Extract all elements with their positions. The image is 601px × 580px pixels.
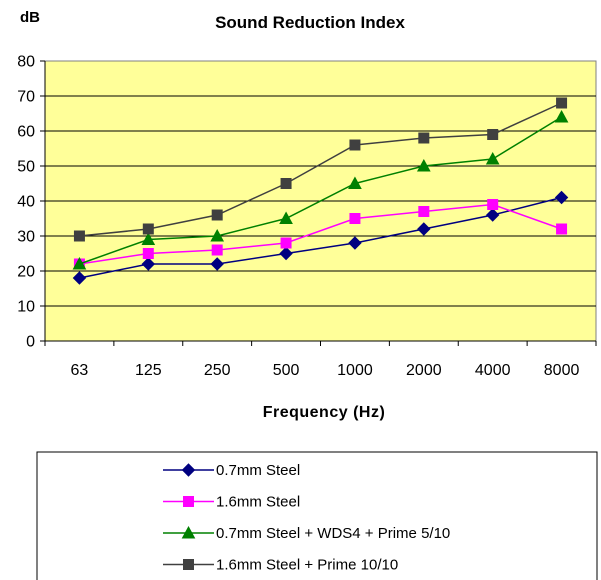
data-point — [418, 206, 430, 217]
data-point — [485, 151, 500, 165]
x-tick-label: 1000 — [337, 362, 373, 379]
y-tick-label: 70 — [17, 89, 35, 106]
legend-entries: 0.7mm Steel 1.6mm Steel 0.7mm Steel + WDS4… — [163, 462, 450, 574]
x-tick-labels: 63 125 250 500 1000 2000 4000 8000 — [71, 362, 580, 379]
data-point — [556, 223, 568, 235]
data-point — [417, 222, 431, 236]
y-tick-label: 50 — [17, 159, 35, 176]
data-point — [279, 211, 293, 224]
data-point — [280, 237, 292, 249]
data-point — [142, 223, 154, 235]
data-point — [485, 208, 500, 222]
legend-label: 0.7mm Steel — [216, 462, 300, 479]
legend-marker — [183, 496, 194, 507]
legend-item: 1.6mm Steel — [163, 494, 300, 511]
data-point — [348, 236, 362, 250]
chart-title: Sound Reduction Index — [215, 13, 405, 32]
y-tick-label: 0 — [26, 334, 35, 351]
legend — [36, 451, 598, 580]
series-4 — [73, 97, 568, 242]
data-point — [487, 129, 499, 140]
data-point — [349, 213, 361, 224]
data-point — [211, 244, 223, 256]
data-point — [280, 178, 292, 189]
data-point — [349, 139, 361, 151]
series-2 — [73, 199, 568, 270]
y-axis-label: dB — [20, 9, 40, 26]
data-point — [418, 132, 430, 144]
legend-item: 0.7mm Steel — [163, 462, 300, 479]
data-point — [210, 257, 224, 271]
series-line — [79, 102, 562, 237]
legend-marker — [181, 463, 196, 477]
y-tick-label: 10 — [17, 299, 35, 316]
series-line — [79, 116, 562, 265]
legend-marker — [181, 525, 196, 539]
y-tick-labels: 0 10 20 30 40 50 60 70 80 — [17, 54, 35, 351]
y-tick-label: 60 — [17, 124, 35, 141]
data-point — [487, 199, 499, 210]
y-tick-label: 30 — [17, 229, 35, 246]
series-1 — [72, 190, 569, 285]
data-point — [72, 271, 87, 285]
data-point — [142, 248, 154, 259]
legend-label: 0.7mm Steel + WDS4 + Prime 5/10 — [216, 525, 450, 542]
data-point — [141, 232, 156, 245]
legend-label: 1.6mm Steel — [216, 494, 300, 511]
x-tick-label: 8000 — [544, 362, 580, 379]
series-lines — [72, 97, 569, 285]
data-point — [348, 176, 362, 189]
data-point — [556, 97, 568, 109]
series-3 — [72, 109, 569, 270]
grid-lines — [45, 95, 596, 307]
x-tick-label: 250 — [204, 362, 231, 379]
data-point — [210, 228, 225, 242]
x-tick-label: 500 — [273, 362, 300, 379]
data-point — [554, 190, 569, 205]
data-point — [141, 257, 156, 271]
data-point — [279, 246, 293, 261]
x-axis-label: Frequency (Hz) — [263, 404, 386, 421]
series-line — [79, 203, 562, 265]
y-tick-label: 80 — [17, 54, 35, 71]
x-tick-label: 125 — [135, 362, 162, 379]
y-tick-label: 40 — [17, 194, 35, 211]
series-line — [79, 196, 562, 279]
x-tick-label: 4000 — [475, 362, 511, 379]
data-point — [72, 256, 87, 270]
legend-marker — [183, 559, 194, 570]
y-tick-label: 20 — [17, 264, 35, 281]
data-point — [554, 109, 569, 123]
data-point — [416, 158, 431, 172]
legend-label: 1.6mm Steel + Prime 10/10 — [216, 557, 398, 574]
x-tick-label: 63 — [71, 362, 89, 379]
axes — [40, 60, 597, 346]
data-point — [73, 230, 85, 242]
legend-item: 0.7mm Steel + WDS4 + Prime 5/10 — [163, 525, 450, 542]
legend-item: 1.6mm Steel + Prime 10/10 — [163, 557, 398, 574]
x-tick-label: 2000 — [406, 362, 442, 379]
data-point — [211, 209, 223, 221]
